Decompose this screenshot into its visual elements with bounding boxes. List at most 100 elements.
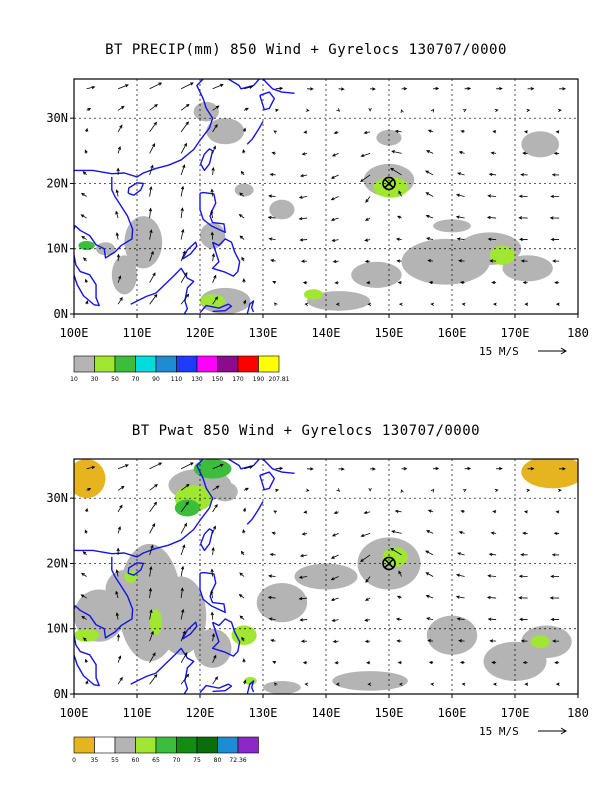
- shaded-region: [212, 481, 238, 502]
- wind-vector: [149, 630, 154, 642]
- wind-vector: [180, 630, 186, 642]
- wind-vector: [86, 465, 96, 470]
- precip-panel-title: BT PRECIP(mm) 850 Wind + Gyrelocs 130707…: [105, 42, 507, 58]
- wind-vector: [149, 250, 154, 262]
- wind-vector: [331, 238, 339, 242]
- wind-vector: [336, 488, 341, 492]
- colorbar-swatch: [114, 736, 136, 754]
- wind-vector: [117, 485, 125, 491]
- wind-vector: [299, 618, 308, 622]
- wind-vector: [487, 574, 497, 578]
- coastline: [211, 238, 241, 277]
- wind-vector: [365, 576, 371, 583]
- shaded-region: [332, 671, 408, 691]
- wind-vector: [149, 229, 153, 240]
- shaded-region: [521, 459, 578, 489]
- wind-vector: [305, 108, 310, 112]
- wind-vector: [426, 237, 434, 241]
- wind-vector: [211, 633, 216, 642]
- colorbar-swatch: [176, 355, 198, 373]
- x-tick-label: 130E: [249, 706, 278, 720]
- wind-vector: [180, 608, 185, 620]
- shaded-region: [124, 216, 163, 269]
- pwat-colorbar: 0 35 55 60 65 70 75 80 72.36: [72, 736, 259, 764]
- wind-vector: [298, 575, 308, 579]
- wind-vector: [180, 673, 190, 685]
- colorbar-swatch: [176, 736, 198, 754]
- wind-vector: [149, 186, 153, 197]
- x-tick-label: 150E: [375, 326, 404, 340]
- wind-vector: [527, 467, 535, 471]
- wind-vector: [427, 639, 434, 643]
- wind-vector: [360, 174, 371, 182]
- wind-vector: [464, 466, 472, 471]
- wind-vector: [492, 302, 497, 306]
- wind-vector: [180, 587, 184, 599]
- wind-vector: [430, 488, 435, 493]
- wind-vector: [242, 529, 246, 534]
- wind-vector: [210, 568, 214, 577]
- wind-vector: [333, 510, 339, 515]
- wind-vector: [462, 109, 467, 113]
- coastline: [199, 683, 233, 694]
- wind-vector: [116, 167, 120, 175]
- wind-vector: [81, 615, 87, 620]
- wind-vector: [180, 522, 187, 534]
- wind-vector: [116, 253, 121, 262]
- coastline: [211, 618, 241, 657]
- wind-vector: [211, 253, 216, 262]
- colorbar-swatch: [237, 736, 259, 754]
- wind-vector: [80, 214, 87, 219]
- wind-vector: [550, 617, 560, 622]
- wind-vector: [526, 108, 531, 113]
- reference-vector-label: 15 M/S: [479, 725, 519, 738]
- x-tick-label: 180: [567, 706, 589, 720]
- wind-vector: [149, 164, 154, 176]
- x-tick-label: 180: [567, 326, 589, 340]
- wind-vector: [180, 293, 190, 305]
- wind-vector: [456, 617, 465, 621]
- colorbar-swatch: [155, 736, 177, 754]
- wind-vector: [268, 617, 276, 621]
- wind-vector: [332, 639, 339, 644]
- shaded-region: [193, 101, 219, 122]
- wind-vector: [117, 655, 122, 663]
- wind-vector: [558, 488, 562, 493]
- coastline: [199, 528, 214, 552]
- wind-vector: [149, 293, 158, 305]
- wind-vector: [271, 531, 276, 535]
- wind-vector: [335, 682, 340, 686]
- wind-vector: [425, 192, 434, 197]
- precip-colorbar: 10 30 50 70 90 110 130 150 170 190 207.81: [70, 355, 290, 383]
- wind-vector: [117, 676, 123, 685]
- wind-vector: [333, 130, 339, 135]
- wind-vector: [117, 504, 123, 513]
- colorbar-label: 30: [91, 376, 99, 383]
- x-tick-label: 100E: [60, 326, 89, 340]
- wind-vector: [520, 639, 528, 643]
- shaded-region: [530, 635, 550, 649]
- wind-vector: [519, 237, 528, 242]
- wind-vector: [268, 194, 276, 198]
- shaded-region: [111, 255, 137, 295]
- wind-vector: [364, 238, 371, 242]
- wind-vector: [242, 507, 247, 512]
- wind-vector: [84, 529, 88, 534]
- wind-vector: [427, 259, 434, 263]
- wind-vector: [427, 509, 434, 513]
- wind-vector: [149, 82, 163, 90]
- wind-vector: [459, 660, 465, 665]
- wind-vector: [487, 237, 497, 241]
- coastline: [199, 191, 226, 234]
- wind-vector: [116, 547, 120, 555]
- wind-vector: [332, 259, 339, 264]
- wind-vector: [243, 85, 254, 90]
- shaded-region: [149, 609, 163, 636]
- y-tick-label: 30N: [46, 491, 68, 505]
- wind-vector: [391, 150, 402, 154]
- wind-vector: [334, 661, 339, 665]
- coastline: [127, 182, 145, 196]
- wind-vector: [149, 609, 153, 620]
- x-tick-label: 120E: [186, 326, 215, 340]
- wind-vector: [555, 302, 560, 306]
